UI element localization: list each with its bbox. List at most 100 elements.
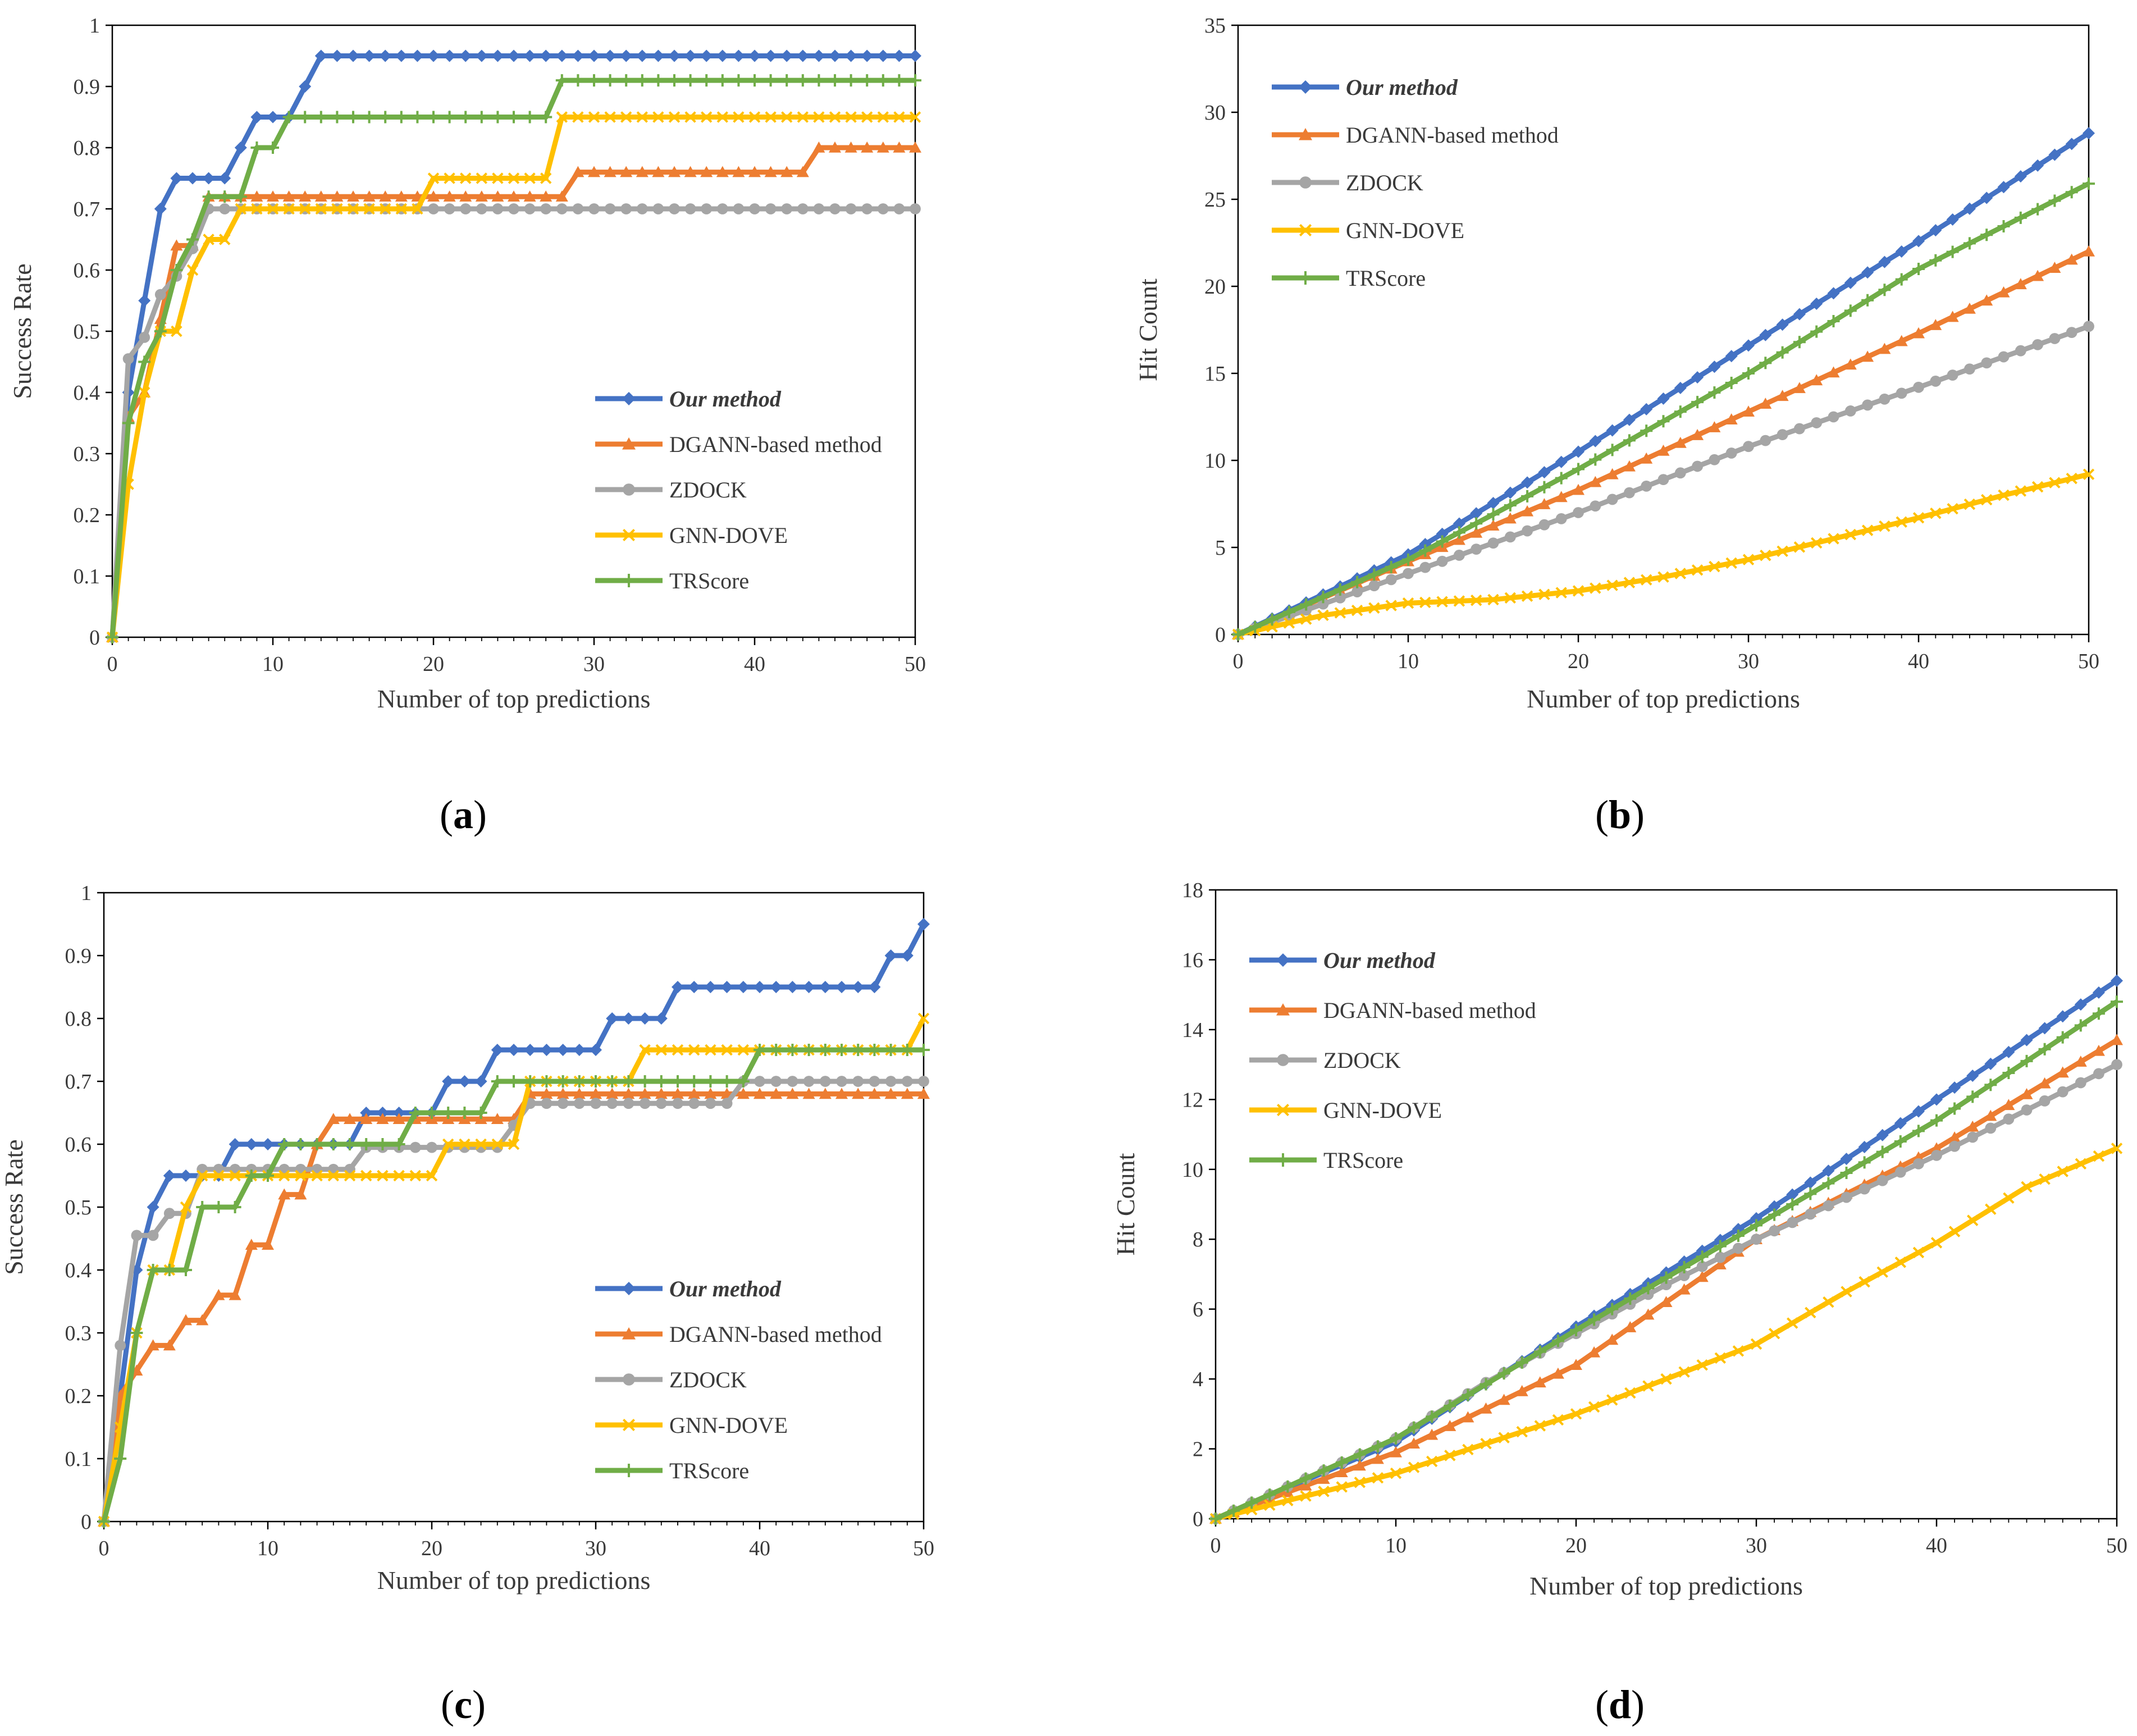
- data-point: [2048, 148, 2061, 161]
- data-point: [1948, 1131, 1961, 1143]
- legend-entry: ZDOCK: [595, 1367, 747, 1392]
- data-point: [557, 1098, 569, 1109]
- data-point: [1769, 1225, 1780, 1237]
- data-point: [1624, 1292, 1637, 1305]
- data-point: [1768, 1328, 1780, 1340]
- y-tick-label: 0: [1215, 623, 1226, 647]
- data-point: [655, 1075, 668, 1088]
- data-point: [1793, 382, 1806, 394]
- x-tick-label: 0: [99, 1537, 109, 1560]
- data-point: [868, 1088, 881, 1099]
- data-point: [2065, 138, 2078, 150]
- data-point: [1963, 202, 1976, 215]
- data-point: [491, 1113, 504, 1124]
- data-point: [1336, 1481, 1348, 1493]
- data-point: [1299, 1472, 1312, 1485]
- data-point: [1572, 585, 1585, 597]
- data-point: [395, 111, 408, 124]
- data-point: [409, 1169, 422, 1182]
- data-point: [442, 1075, 455, 1088]
- data-point: [186, 264, 199, 276]
- legend-label: ZDOCK: [1346, 170, 1423, 195]
- data-point: [684, 49, 697, 62]
- legend-marker: [623, 1373, 635, 1386]
- data-point: [1930, 508, 1942, 519]
- data-point: [884, 949, 897, 962]
- data-point: [426, 1169, 438, 1182]
- data-point: [443, 111, 456, 124]
- data-point: [315, 203, 327, 215]
- y-tick-label: 20: [1204, 275, 1226, 299]
- data-point: [1351, 605, 1363, 616]
- data-point: [1317, 609, 1329, 622]
- data-point: [131, 1230, 143, 1241]
- data-point: [1998, 489, 2010, 501]
- legend-entry: Our method: [595, 386, 782, 412]
- data-point: [2003, 1192, 2015, 1204]
- data-point: [733, 203, 745, 214]
- data-point: [2075, 1158, 2087, 1170]
- data-point: [1504, 499, 1517, 511]
- data-point: [427, 111, 440, 124]
- y-tick-label: 0.3: [74, 442, 101, 466]
- data-point: [1385, 561, 1398, 574]
- data-point: [1691, 371, 1704, 384]
- y-tick-label: 0: [81, 1510, 92, 1534]
- data-point: [1828, 533, 1839, 545]
- y-tick-label: 0.7: [74, 198, 101, 221]
- data-point: [1534, 1420, 1546, 1432]
- data-point: [688, 1044, 700, 1056]
- data-point: [700, 74, 713, 87]
- data-point: [1390, 1446, 1402, 1458]
- data-point: [310, 1138, 323, 1150]
- data-point: [910, 203, 921, 214]
- data-point: [573, 1044, 586, 1056]
- data-point: [171, 325, 182, 337]
- data-point: [1408, 1437, 1421, 1449]
- data-point: [170, 172, 183, 185]
- data-point: [1931, 1149, 1942, 1161]
- data-point: [147, 1264, 159, 1276]
- data-point: [770, 1076, 782, 1087]
- data-point: [606, 1088, 619, 1099]
- data-point: [700, 49, 713, 62]
- data-point: [787, 1076, 798, 1087]
- data-point: [835, 1044, 848, 1056]
- data-point: [1732, 1230, 1745, 1242]
- data-point: [620, 74, 633, 87]
- data-point: [2039, 1173, 2051, 1185]
- data-point: [668, 74, 681, 87]
- data-point: [1521, 476, 1534, 489]
- y-tick-label: 12: [1182, 1088, 1203, 1112]
- data-point: [1623, 434, 1636, 447]
- data-point: [770, 1044, 783, 1056]
- x-tick-label: 0: [107, 652, 118, 676]
- data-point: [1623, 460, 1636, 472]
- data-point: [1930, 376, 1942, 387]
- data-point: [572, 203, 584, 214]
- data-point: [606, 1012, 619, 1025]
- data-point: [1497, 1394, 1510, 1405]
- data-point: [1480, 1438, 1492, 1450]
- data-point: [2083, 468, 2095, 481]
- y-tick-label: 0.5: [65, 1196, 92, 1219]
- data-point: [2066, 327, 2077, 339]
- data-point: [852, 1044, 865, 1056]
- legend-marker: [1299, 271, 1312, 285]
- data-point: [622, 1075, 635, 1088]
- data-point: [1426, 1410, 1439, 1423]
- data-point: [1966, 1214, 1979, 1226]
- data-point: [588, 74, 600, 87]
- data-point: [748, 74, 761, 87]
- data-point: [1317, 598, 1329, 610]
- legend-marker: [622, 528, 636, 542]
- legend-label: ZDOCK: [1323, 1048, 1401, 1073]
- data-point: [1351, 575, 1364, 588]
- data-point: [1462, 1388, 1474, 1401]
- data-point: [1640, 403, 1653, 415]
- legend-marker: [622, 392, 636, 405]
- data-point: [655, 1044, 668, 1056]
- data-point: [299, 203, 311, 215]
- data-point: [524, 1075, 537, 1088]
- data-point: [1249, 620, 1262, 633]
